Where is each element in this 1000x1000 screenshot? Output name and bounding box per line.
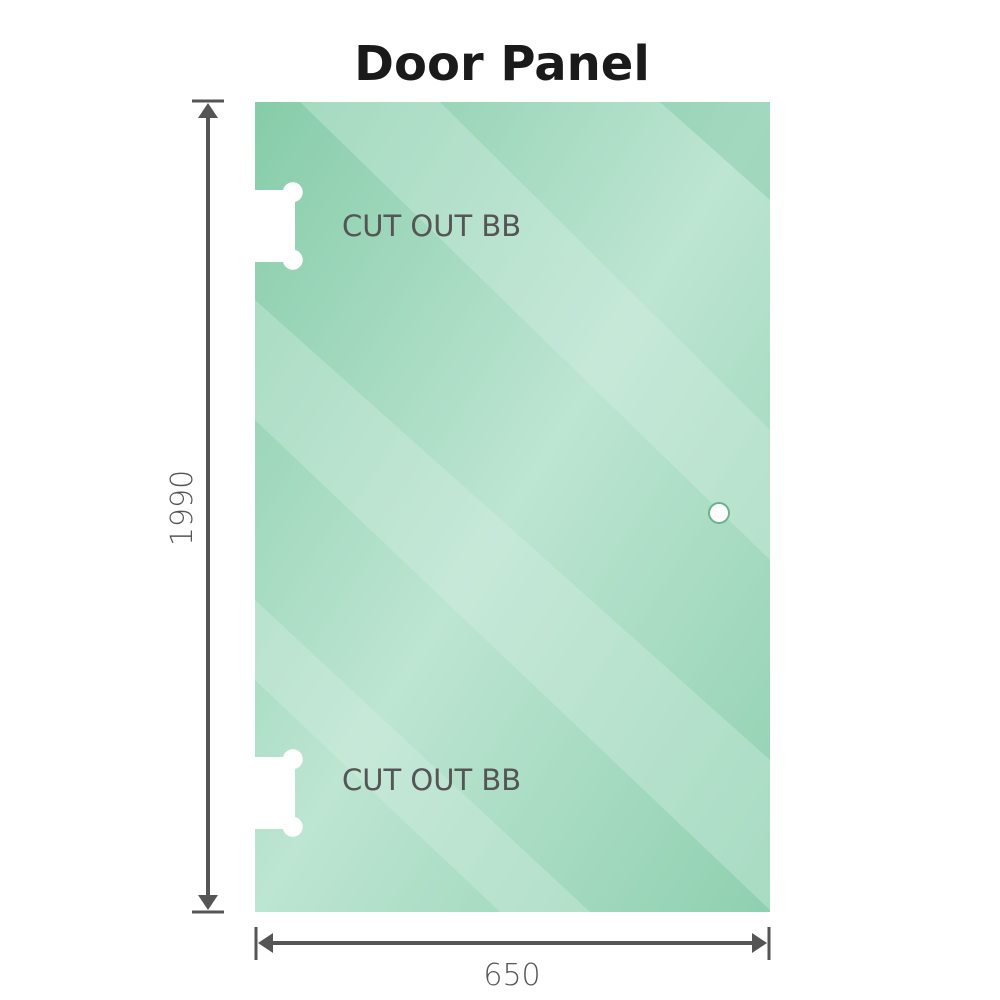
glass-shade: [660, 102, 770, 200]
arrow-right-icon: [752, 933, 767, 953]
height-dimension: [192, 99, 224, 914]
glass-reflection: [300, 102, 770, 560]
glass-reflection: [255, 300, 770, 910]
cutout-bottom: [250, 749, 303, 837]
glass-panel: [250, 102, 770, 912]
glass-reflection: [255, 600, 590, 912]
cutout-bottom-label: CUT OUT BB: [342, 763, 521, 797]
width-label: 650: [483, 958, 540, 993]
arrow-left-icon: [258, 933, 273, 953]
arrow-down-icon: [198, 895, 218, 910]
handle-hole: [708, 502, 730, 524]
diagram-title: Door Panel: [354, 36, 650, 92]
arrow-up-icon: [198, 103, 218, 118]
cutout-top-label: CUT OUT BB: [342, 209, 521, 243]
height-label: 1990: [165, 470, 200, 546]
cutout-top: [250, 182, 303, 270]
width-dimension: [254, 927, 771, 960]
